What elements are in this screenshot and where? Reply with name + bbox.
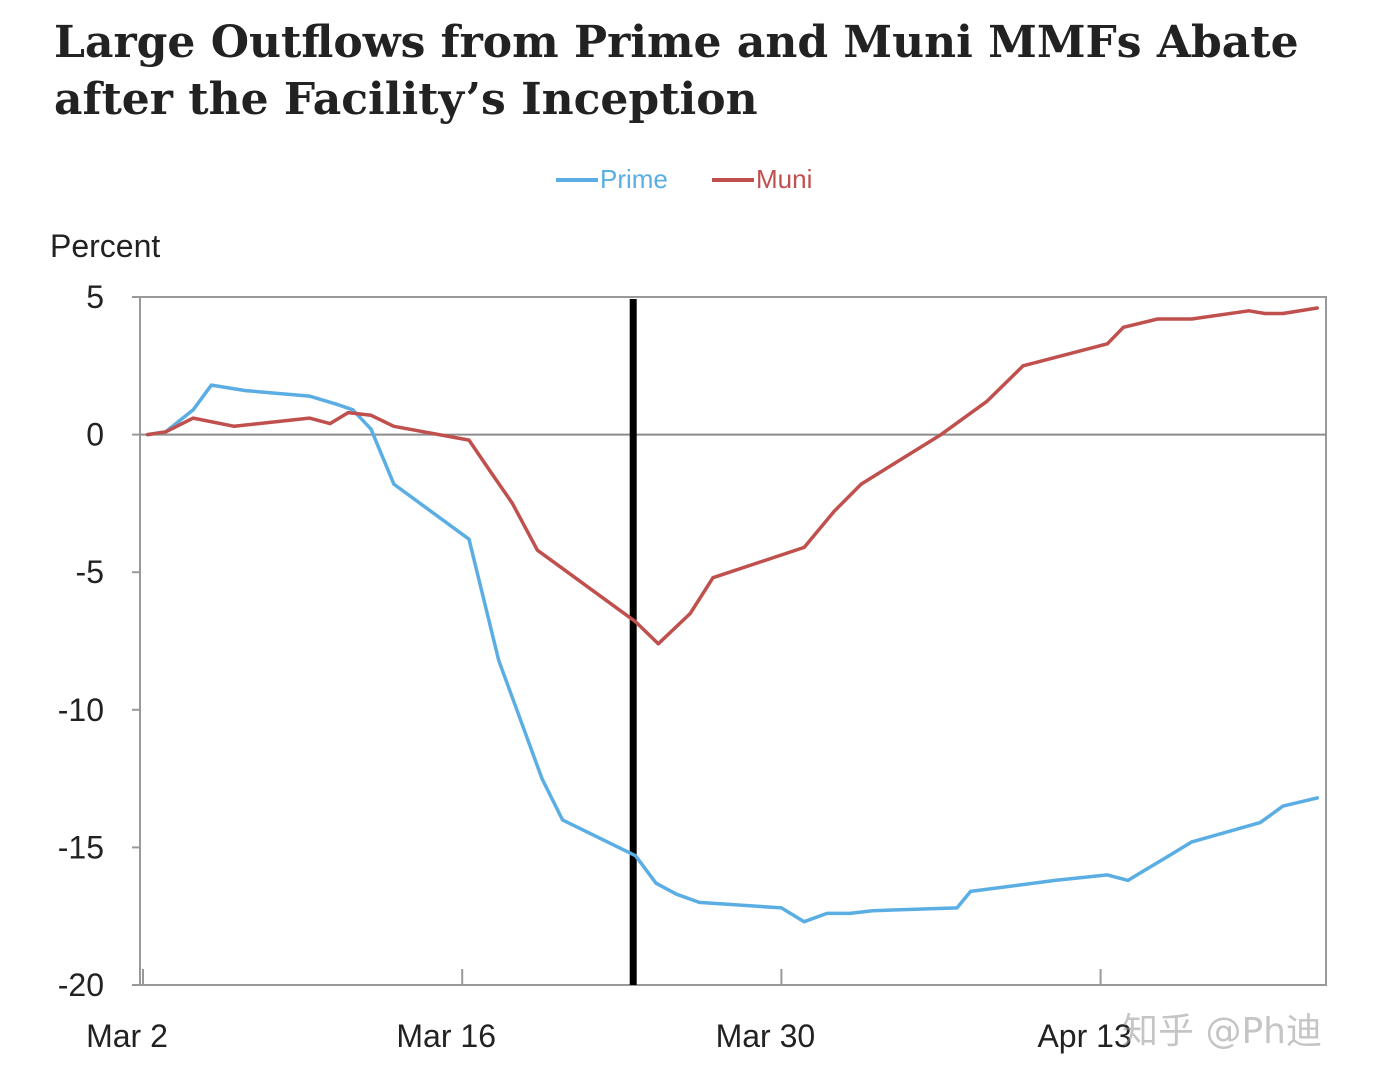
- data-point-muni: [510, 501, 514, 505]
- x-tick-label: Apr 13: [1037, 1018, 1131, 1054]
- y-tick-label: -20: [58, 967, 104, 1003]
- series-line-prime: [145, 383, 1319, 924]
- x-tick-label: Mar 30: [716, 1018, 816, 1054]
- data-point-prime: [369, 427, 373, 431]
- data-point-muni: [859, 482, 863, 486]
- y-axis-label: Percent: [50, 228, 161, 264]
- data-point-muni: [535, 548, 540, 552]
- data-point-prime: [633, 854, 638, 858]
- data-point-prime: [335, 402, 339, 406]
- data-point-muni: [939, 433, 943, 437]
- x-tick-label: Mar 16: [396, 1018, 496, 1054]
- data-point-muni: [307, 416, 312, 420]
- series-line-muni: [145, 306, 1319, 646]
- data-point-prime: [955, 906, 959, 910]
- plot-frame: [139, 296, 1327, 986]
- data-point-prime: [191, 408, 195, 412]
- data-point-prime: [1144, 867, 1148, 872]
- data-point-prime: [1258, 821, 1262, 825]
- data-point-prime: [848, 911, 852, 916]
- data-point-muni: [802, 545, 806, 550]
- legend-swatch-muni: [712, 178, 754, 182]
- data-point-prime: [244, 388, 248, 393]
- y-tick-label: 5: [86, 279, 104, 315]
- data-point-muni: [145, 433, 150, 437]
- data-point-muni: [191, 416, 195, 420]
- y-tick-label: -5: [76, 554, 104, 590]
- data-point-prime: [392, 482, 396, 486]
- data-point-prime: [1053, 878, 1057, 883]
- data-point-prime: [307, 394, 312, 398]
- data-point-muni: [656, 642, 660, 646]
- data-point-muni: [1247, 309, 1251, 313]
- data-point-prime: [209, 383, 213, 387]
- data-point-muni: [346, 410, 350, 415]
- data-point-muni: [328, 421, 332, 426]
- data-point-muni: [1281, 311, 1285, 316]
- x-tick-label: Mar 2: [86, 1018, 168, 1054]
- data-point-prime: [654, 881, 658, 885]
- data-point-muni: [1315, 306, 1319, 310]
- data-point-muni: [1156, 317, 1160, 321]
- data-point-muni: [467, 438, 471, 442]
- y-tick-label: -10: [58, 692, 104, 728]
- data-point-prime: [497, 658, 501, 662]
- data-point-muni: [392, 424, 396, 428]
- data-point-muni: [633, 620, 638, 624]
- data-point-prime: [969, 889, 973, 894]
- data-point-prime: [1190, 840, 1194, 844]
- data-point-prime: [1126, 878, 1130, 883]
- data-point-prime: [1281, 804, 1285, 808]
- data-point-prime: [674, 892, 679, 896]
- data-point-muni: [487, 468, 492, 472]
- data-point-prime: [560, 818, 565, 822]
- data-point-muni: [369, 413, 373, 417]
- y-tick-label: 0: [86, 417, 104, 453]
- data-point-prime: [1167, 854, 1171, 858]
- data-point-prime: [697, 900, 701, 905]
- data-point-prime: [1105, 873, 1110, 877]
- data-point-prime: [351, 408, 355, 412]
- legend-label-muni: Muni: [756, 164, 813, 194]
- data-point-muni: [232, 424, 236, 428]
- data-point-muni: [688, 611, 692, 616]
- data-point-prime: [779, 906, 784, 910]
- data-point-prime: [467, 537, 471, 541]
- data-point-prime: [825, 911, 829, 916]
- data-point-prime: [871, 909, 875, 913]
- data-point-muni: [1121, 325, 1125, 329]
- legend-label-prime: Prime: [600, 164, 668, 194]
- data-point-muni: [1263, 311, 1267, 316]
- data-point-prime: [802, 920, 806, 924]
- data-point-muni: [711, 576, 715, 580]
- legend-swatch-prime: [556, 178, 598, 182]
- data-point-prime: [540, 777, 544, 781]
- watermark: 知乎 @Ph迪: [1122, 1011, 1322, 1052]
- data-point-muni: [164, 430, 168, 434]
- data-point-muni: [985, 399, 989, 404]
- data-point-muni: [1021, 364, 1025, 368]
- data-point-muni: [1190, 317, 1194, 321]
- y-tick-label: -15: [58, 829, 104, 865]
- chart-title: Large Outflows from Prime and Muni MMFs …: [54, 17, 1299, 125]
- data-point-muni: [1105, 342, 1110, 346]
- data-point-muni: [832, 510, 836, 514]
- data-point-prime: [1315, 796, 1319, 800]
